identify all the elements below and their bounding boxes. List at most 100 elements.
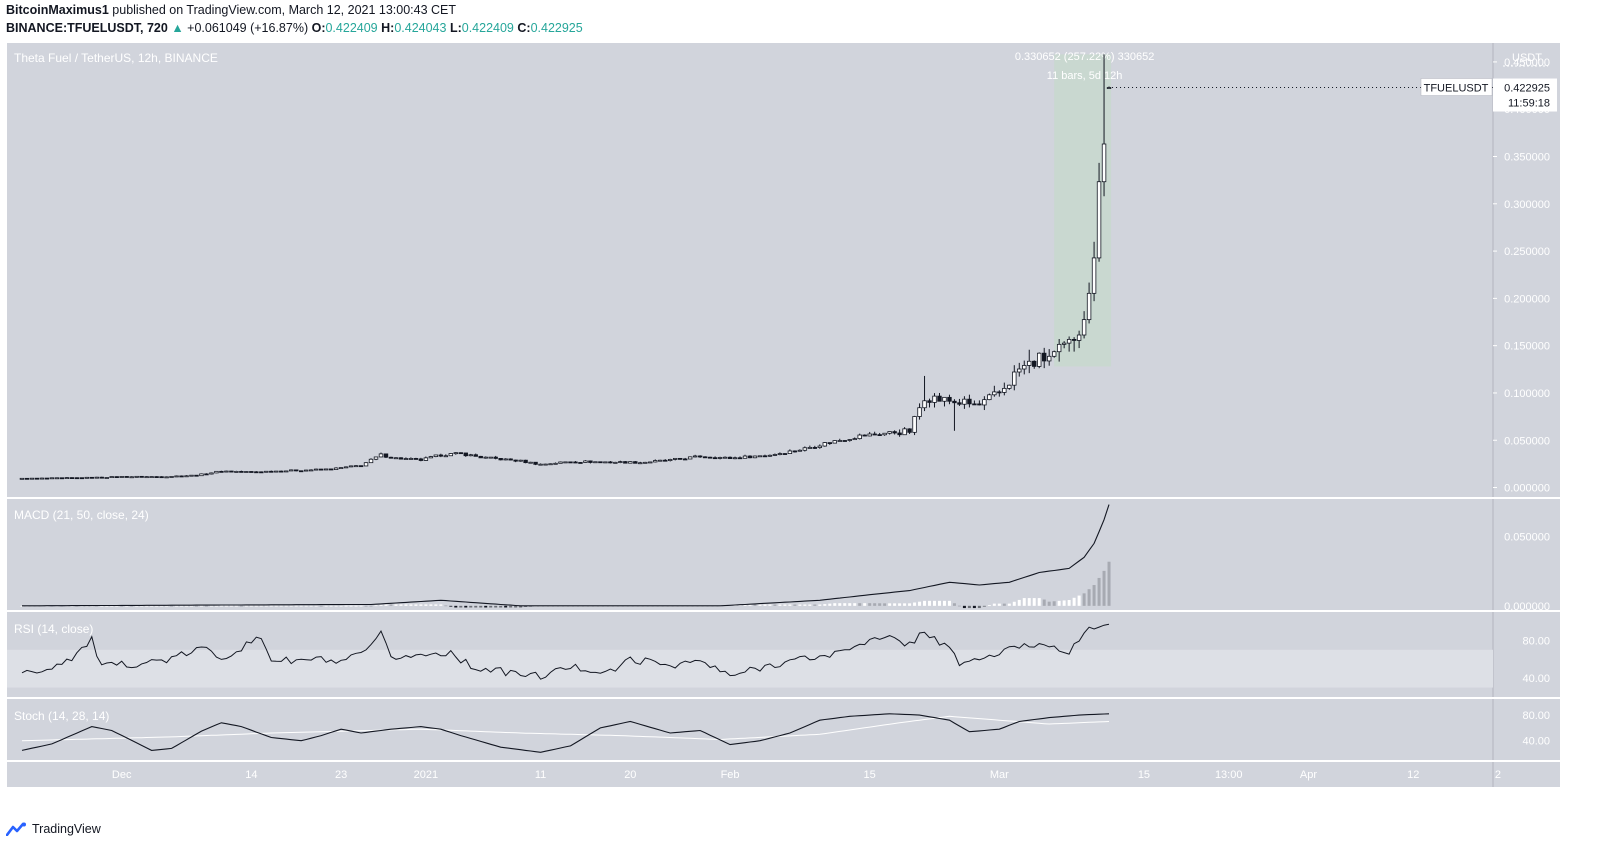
candle-body — [762, 455, 768, 458]
pane-macd-bg — [7, 499, 1493, 610]
candle-body — [1091, 257, 1097, 294]
measure-label-change: 0.330652 (257.22%) 330652 — [1015, 51, 1154, 63]
macd-hist-bar — [479, 605, 483, 608]
candle-body — [194, 474, 199, 477]
candle-body — [1007, 384, 1012, 389]
macd-hist-bar — [947, 600, 951, 606]
candle-body — [284, 470, 289, 473]
macd-hist-bar — [818, 604, 822, 606]
tradingview-brand[interactable]: TradingView — [6, 822, 101, 836]
price-tick-label: 0.200000 — [1504, 293, 1550, 305]
macd-hist-bar — [20, 605, 24, 607]
candle-body — [887, 431, 892, 434]
macd-hist-bar — [125, 605, 129, 607]
macd-hist-bar — [957, 605, 961, 607]
candle-body — [99, 476, 104, 479]
macd-hist-bar — [773, 604, 777, 606]
macd-hist-bar — [269, 605, 273, 607]
candle-body — [982, 399, 987, 406]
candle-body — [289, 469, 294, 472]
macd-hist-bar — [155, 605, 159, 607]
macd-hist-bar — [489, 605, 493, 608]
macd-hist-bar — [1092, 585, 1096, 606]
candle-body — [907, 428, 912, 433]
candle-body — [618, 461, 623, 463]
candle-body — [623, 461, 628, 464]
macd-hist-bar — [150, 605, 154, 607]
time-tick-label: 2021 — [414, 769, 438, 781]
candle-body — [513, 459, 518, 462]
measure-label-duration: 11 bars, 5d 12h — [1047, 70, 1123, 82]
open-label: O: — [311, 21, 326, 35]
candle-body — [972, 403, 977, 406]
candle-body — [79, 477, 84, 480]
macd-hist-bar — [339, 605, 343, 607]
macd-hist-bar — [204, 605, 208, 607]
candle-body — [663, 459, 668, 462]
candle-body — [139, 475, 144, 478]
candle-body — [822, 442, 827, 447]
candle-body — [1066, 338, 1072, 344]
candle-body — [957, 402, 962, 405]
candle-body — [129, 476, 134, 479]
macd-hist-bar — [434, 604, 438, 606]
macd-hist-bar — [778, 604, 782, 606]
macd-hist-bar — [175, 605, 179, 607]
candle-body — [812, 447, 818, 449]
candle-body — [867, 433, 872, 437]
candle-body — [717, 457, 723, 459]
time-tick-label: 2 — [1495, 769, 1501, 781]
macd-hist-bar — [384, 604, 388, 606]
macd-hist-bar — [289, 605, 293, 607]
macd-hist-bar — [1087, 589, 1091, 606]
candle-body — [244, 471, 249, 473]
author-name[interactable]: BitcoinMaximus1 — [6, 3, 109, 17]
time-tick-label: 20 — [624, 769, 636, 781]
candle-body — [737, 457, 743, 460]
macd-hist-bar — [100, 605, 104, 607]
candle-body — [897, 432, 902, 436]
candle-body — [732, 457, 738, 460]
candle-body — [189, 474, 194, 477]
macd-hist-bar — [1052, 601, 1056, 606]
candle-body — [937, 395, 942, 402]
macd-hist-bar — [439, 604, 443, 606]
candle-body — [1061, 342, 1067, 345]
macd-hist-bar — [344, 605, 348, 607]
candle-body — [1032, 360, 1037, 367]
macd-hist-bar — [259, 605, 263, 607]
candle-body — [333, 467, 339, 471]
candle-body — [842, 440, 847, 442]
macd-title: MACD (21, 50, close, 24) — [14, 508, 149, 522]
pane-stoch-axis-bg — [1493, 699, 1560, 760]
candle-body — [862, 434, 867, 437]
candle-body — [1002, 387, 1007, 393]
macd-hist-bar — [793, 604, 797, 606]
candle-body — [294, 469, 299, 472]
candle-body — [628, 461, 633, 464]
macd-hist-bar — [299, 605, 303, 607]
macd-hist-bar — [942, 600, 946, 606]
macd-hist-bar — [369, 605, 373, 607]
candle-body — [184, 475, 189, 478]
candle-body — [518, 459, 523, 462]
price-tick-label: 0.000000 — [1504, 483, 1550, 495]
macd-hist-bar — [828, 603, 832, 606]
candle-body — [174, 475, 179, 478]
stoch-tick-label: 40.00 — [1522, 736, 1550, 748]
macd-hist-bar — [374, 605, 378, 607]
macd-hist-bar — [967, 605, 971, 609]
candle-body — [707, 456, 713, 459]
ohlc-line: BINANCE:TFUELUSDT, 720 ▲ +0.061049 (+16.… — [6, 21, 583, 35]
candle-body — [104, 477, 109, 479]
time-tick-label: 11 — [535, 769, 546, 781]
candle-body — [767, 454, 773, 457]
candle-body — [692, 455, 698, 458]
candle-body — [433, 454, 439, 457]
macd-hist-bar — [264, 605, 268, 607]
candle-body — [1051, 351, 1057, 357]
macd-hist-bar — [185, 605, 189, 607]
macd-hist-bar — [982, 605, 986, 607]
macd-hist-bar — [145, 605, 149, 607]
